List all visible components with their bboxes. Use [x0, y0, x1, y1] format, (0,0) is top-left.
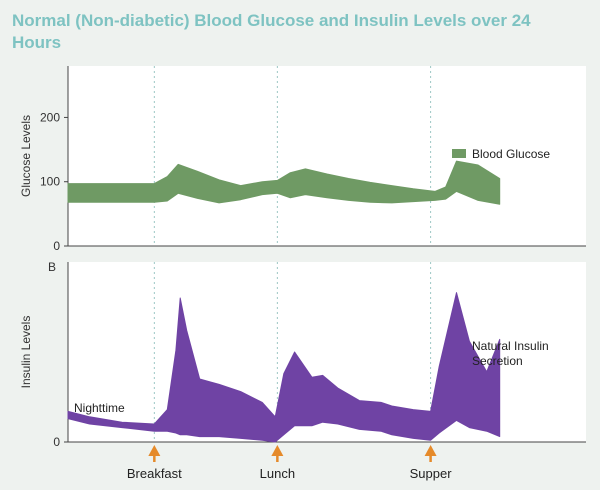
insulin-legend-swatch: [452, 345, 466, 354]
glucose-legend-swatch: [452, 149, 466, 158]
glucose-legend-label: Blood Glucose: [472, 147, 550, 161]
meal-label-supper: Supper: [410, 466, 453, 481]
insulin-y-label: Insulin Levels: [19, 316, 33, 389]
glucose-panel: 0 100 200 Glucose Levels Blood Glucose: [19, 66, 586, 253]
glucose-y-label: Glucose Levels: [19, 115, 33, 197]
meal-label-breakfast: Breakfast: [127, 466, 182, 481]
insulin-series-band: [67, 292, 501, 443]
meal-label-lunch: Lunch: [260, 466, 295, 481]
meal-arrow-icon-lunch: [271, 445, 284, 456]
glucose-series-band: [67, 160, 501, 205]
meal-arrow-icon-supper: [424, 445, 437, 456]
insulin-panel: 0 B Insulin Levels Nighttime Natural Ins…: [19, 260, 586, 449]
insulin-tick-label: 0: [53, 435, 60, 449]
chart-title: Normal (Non-diabetic) Blood Glucose and …: [12, 11, 531, 52]
glucose-tick-label: 0: [53, 239, 60, 253]
glucose-tick-label: 100: [40, 175, 60, 189]
nighttime-annotation: Nighttime: [74, 401, 125, 415]
meal-arrow-icon-breakfast: [148, 445, 161, 456]
glucose-tick-label: 200: [40, 110, 60, 124]
meal-markers: Breakfast Lunch Supper: [127, 445, 452, 481]
insulin-legend-label-line1: Natural Insulin: [472, 339, 549, 353]
insulin-legend-label-line2: Secretion: [472, 354, 523, 368]
insulin-axis-letter: B: [48, 260, 56, 274]
